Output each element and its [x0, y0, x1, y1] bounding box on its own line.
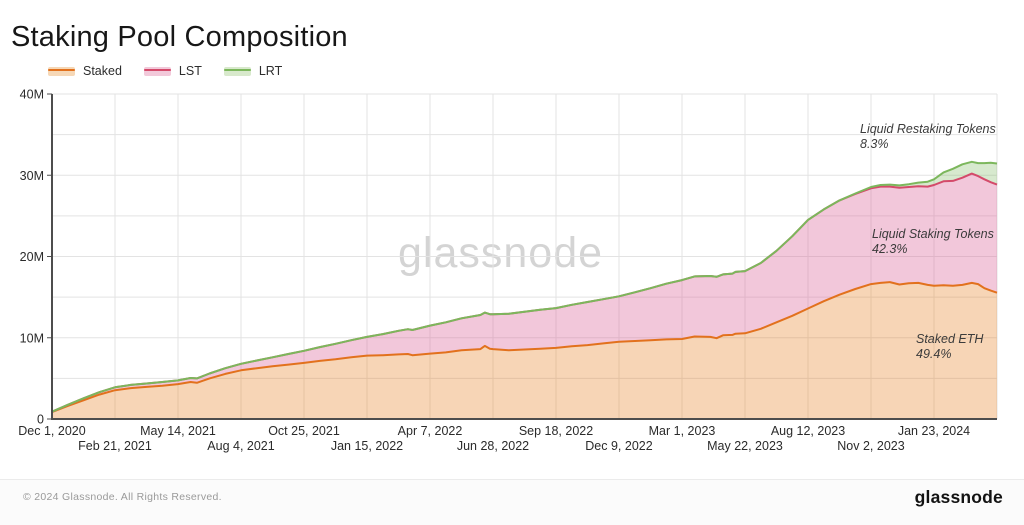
chart-legend: Staked LST LRT — [48, 64, 282, 78]
area-staked — [52, 282, 997, 419]
x-tick-label: Apr 7, 2022 — [398, 424, 463, 438]
y-tick-label: 10M — [20, 331, 44, 345]
annotation-lrt: Liquid Restaking Tokens 8.3% — [860, 122, 996, 152]
legend-swatch-staked-icon — [48, 66, 75, 76]
x-tick-label: Mar 1, 2023 — [649, 424, 716, 438]
legend-swatch-lrt-icon — [223, 66, 251, 76]
legend-swatch-line — [48, 68, 75, 71]
x-tick-label: Jun 28, 2022 — [457, 439, 529, 453]
y-tick-label: 20M — [20, 250, 44, 264]
x-tick-label: Dec 9, 2022 — [585, 439, 652, 453]
x-tick-label: Dec 1, 2020 — [18, 424, 85, 438]
legend-swatch-line — [143, 68, 171, 71]
annotation-lrt-value: 8.3% — [860, 137, 889, 151]
x-tick-label: Oct 25, 2021 — [268, 424, 340, 438]
line-lrt — [51, 160, 998, 413]
legend-item-lst[interactable]: LST — [143, 64, 202, 78]
area-lst — [52, 173, 997, 413]
annotation-staked-value: 49.4% — [916, 347, 952, 361]
legend-label-lst: LST — [178, 64, 202, 78]
legend-swatch-line — [223, 68, 251, 71]
x-tick-label: Jan 15, 2022 — [331, 439, 403, 453]
x-tick-label: Feb 21, 2021 — [78, 439, 152, 453]
legend-label-lrt: LRT — [258, 64, 283, 78]
glassnode-watermark: glassnode — [398, 229, 604, 277]
legend-label-staked: Staked — [83, 64, 122, 78]
annotation-staked: Staked ETH 49.4% — [916, 332, 983, 362]
copyright-text: © 2024 Glassnode. All Rights Reserved. — [23, 491, 222, 503]
annotation-lst-value: 42.3% — [872, 242, 908, 256]
page-title: Staking Pool Composition — [11, 21, 348, 53]
x-tick-label: Sep 18, 2022 — [519, 424, 593, 438]
footer-bar: © 2024 Glassnode. All Rights Reserved. g… — [0, 479, 1024, 525]
x-tick-label: Jan 23, 2024 — [898, 424, 970, 438]
line-staked — [51, 281, 998, 414]
x-tick-label: Aug 4, 2021 — [207, 439, 274, 453]
legend-item-lrt[interactable]: LRT — [223, 64, 283, 78]
annotation-lst-label: Liquid Staking Tokens — [872, 227, 994, 241]
legend-item-staked[interactable]: Staked — [48, 64, 122, 78]
y-tick-label: 30M — [20, 169, 44, 183]
glassnode-logo: glassnode — [914, 487, 1003, 507]
x-tick-label: Aug 12, 2023 — [771, 424, 845, 438]
annotation-lst: Liquid Staking Tokens 42.3% — [872, 227, 994, 257]
annotation-lrt-label: Liquid Restaking Tokens — [860, 122, 996, 136]
annotation-staked-label: Staked ETH — [916, 332, 984, 346]
x-tick-label: May 14, 2021 — [140, 424, 216, 438]
x-tick-label: May 22, 2023 — [707, 439, 783, 453]
x-tick-label: Nov 2, 2023 — [837, 439, 904, 453]
y-tick-label: 0 — [37, 413, 44, 427]
y-tick-label: 40M — [20, 88, 44, 102]
legend-swatch-lst-icon — [143, 66, 171, 76]
